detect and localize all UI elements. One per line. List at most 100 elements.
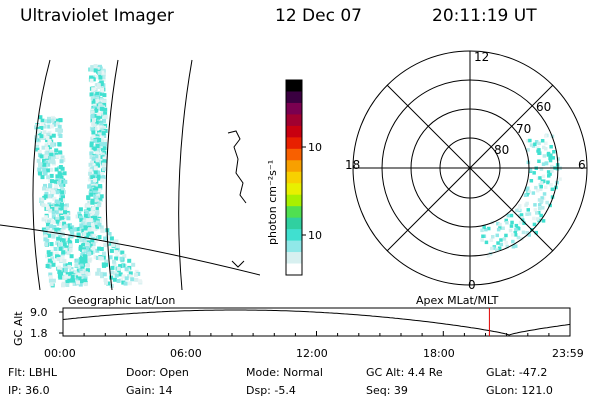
aurora-pixel (81, 228, 86, 233)
aurora-pixel (60, 267, 65, 272)
aurora-pixel (88, 162, 93, 167)
aurora-pixel (34, 138, 39, 143)
aurora-pixel (97, 188, 102, 193)
aurora-pixel (81, 243, 86, 248)
aurora-pixel (120, 250, 125, 255)
colorbar-gradient (286, 80, 302, 276)
aurora-pixel (102, 118, 106, 123)
aurora-pixel (90, 175, 95, 180)
aurora-pixel (42, 124, 47, 129)
aurora-pixel (86, 218, 91, 223)
aurora-pixel (97, 132, 102, 137)
aurora-pixel (98, 197, 103, 202)
aurora-pixel (496, 221, 500, 226)
aurora-pixel (51, 133, 56, 138)
aurora-pixel (49, 167, 54, 172)
aurora-pixel (535, 217, 540, 221)
aurora-pixel (70, 232, 75, 237)
aurora-pixel (54, 148, 59, 153)
aurora-pixel (518, 220, 523, 225)
colorbar-tick: 10 (308, 229, 322, 242)
colorbar-cell (286, 229, 302, 242)
aurora-pixel (56, 228, 61, 233)
aurora-pixel (72, 227, 77, 232)
aurora-pixel (87, 252, 92, 256)
aurora-pixel (74, 275, 78, 280)
aurora-pixel (100, 274, 104, 279)
longitude-line (32, 59, 51, 290)
aurora-pixel (63, 210, 67, 215)
aurora-pixel (116, 266, 121, 271)
aurora-pixel (118, 264, 123, 269)
aurora-pixel (58, 246, 63, 251)
aurora-pixel (109, 270, 114, 275)
aurora-pixel (518, 204, 522, 208)
aurora-pixel (502, 237, 507, 241)
aurora-pixel (534, 230, 538, 235)
mlat-label-60: 60 (536, 100, 551, 114)
aurora-pixel (55, 217, 60, 221)
aurora-pixel (103, 107, 108, 112)
aurora-pixel (54, 199, 59, 204)
aurora-pixel (44, 146, 49, 151)
aurora-pixel (98, 125, 103, 130)
aurora-pixel (43, 234, 48, 239)
aurora-pixel (57, 270, 62, 275)
mlt-label-dusk: 18 (345, 158, 360, 172)
info-door: Door: Open (126, 366, 189, 379)
colorbar-cell (286, 217, 302, 230)
aurora-pixel (49, 194, 54, 199)
aurora-pixel (54, 187, 59, 192)
aurora-pixel (121, 274, 126, 279)
aurora-pixel (102, 167, 106, 172)
aurora-pixel (122, 253, 127, 258)
aurora-pixel (38, 171, 42, 176)
aurora-pixel (57, 214, 61, 219)
aurora-pixel (91, 87, 96, 92)
aurora-pixel (528, 168, 533, 172)
aurora-pixel (99, 129, 104, 134)
aurora-pixel (119, 256, 124, 261)
aurora-pixel (49, 173, 54, 178)
aurora-pixel (548, 172, 552, 176)
aurora-pixel (42, 158, 46, 163)
aurora-pixel (53, 228, 58, 232)
aurora-pixel (106, 281, 111, 286)
coastline (227, 130, 247, 204)
aurora-pixel (65, 203, 69, 208)
aurora-pixel (90, 110, 95, 115)
info-ip: IP: 36.0 (8, 384, 50, 397)
aurora-pixel (89, 78, 94, 83)
aurora-pixel (93, 178, 98, 183)
aurora-pixel (508, 228, 513, 233)
aurora-pixel (112, 240, 117, 245)
aurora-pixel (532, 171, 536, 175)
aurora-pixel (82, 258, 87, 263)
aurora-pixel (49, 152, 54, 157)
aurora-pixel (128, 274, 133, 279)
aurora-pixel (85, 210, 90, 215)
aurora-pixel (102, 251, 106, 256)
colorbar-tick: 100 (308, 141, 322, 154)
aurora-pixel (539, 184, 543, 189)
aurora-pixel (514, 244, 518, 248)
aurora-pixel (487, 226, 491, 231)
aurora-pixel (523, 193, 528, 197)
aurora-pixel (59, 175, 64, 180)
aurora-pixel (121, 280, 126, 285)
aurora-pixel (110, 265, 115, 270)
coastline (231, 260, 245, 268)
aurora-pixel (40, 165, 45, 169)
aurora-pixel (35, 147, 40, 152)
aurora-pixel (46, 222, 50, 227)
aurora-pixel (505, 244, 509, 249)
aurora-pixel (86, 263, 90, 268)
aurora-pixel (51, 210, 56, 215)
aurora-pixel (78, 246, 83, 251)
polar-mlat-mlt-plot: 12 18 6 0 60 70 80 (345, 50, 588, 292)
info-gain: Gain: 14 (126, 384, 173, 397)
aurora-pixel (498, 226, 502, 230)
aurora-pixel (497, 246, 502, 250)
aurora-pixel (92, 118, 96, 123)
aurora-pixel (496, 241, 500, 245)
